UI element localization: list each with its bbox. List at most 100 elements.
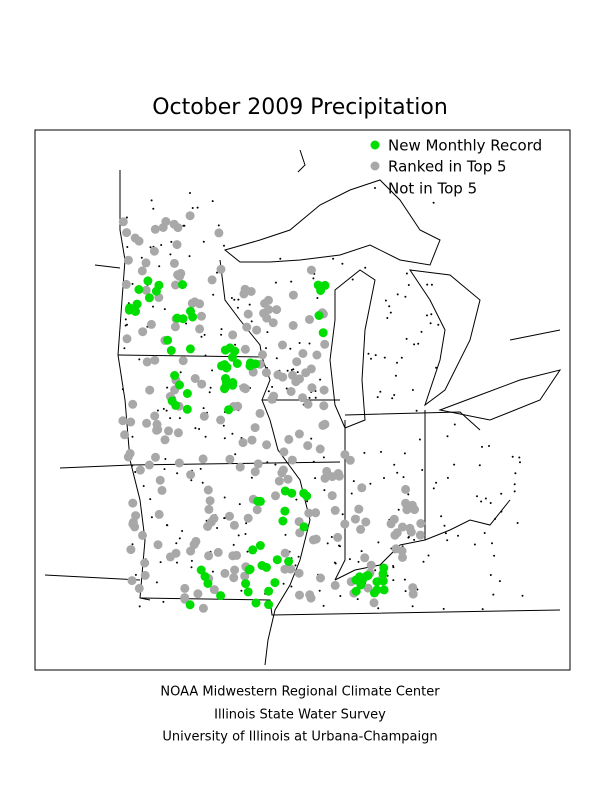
legend-label: New Monthly Record	[388, 137, 542, 155]
station-not-top5	[160, 244, 163, 246]
station-top5	[142, 418, 152, 428]
station-not-top5	[266, 331, 269, 334]
station-not-top5	[363, 451, 366, 454]
station-not-top5	[374, 354, 377, 357]
station-record	[248, 545, 258, 555]
station-not-top5	[422, 560, 425, 563]
station-not-top5	[351, 278, 354, 281]
ohio-river	[334, 499, 511, 581]
station-not-top5	[200, 335, 203, 338]
station-not-top5	[232, 543, 235, 546]
lake-huron	[408, 269, 481, 407]
station-top5	[225, 511, 234, 521]
station-not-top5	[364, 266, 367, 269]
station-not-top5	[389, 311, 392, 314]
station-top5	[357, 483, 367, 493]
station-not-top5	[481, 445, 483, 448]
station-top5	[311, 534, 321, 544]
station-top5	[151, 452, 160, 462]
station-top5	[130, 522, 140, 532]
station-record	[253, 496, 263, 506]
station-not-top5	[126, 246, 129, 248]
station-top5	[278, 372, 288, 382]
station-not-top5	[231, 432, 234, 435]
station-record	[151, 286, 161, 296]
station-top5	[153, 540, 163, 550]
station-top5	[146, 319, 156, 329]
station-not-top5	[383, 356, 386, 359]
station-not-top5	[339, 545, 341, 548]
station-not-top5	[290, 585, 293, 588]
station-not-top5	[124, 318, 127, 321]
station-not-top5	[430, 283, 433, 286]
station-not-top5	[415, 409, 418, 412]
station-not-top5	[125, 216, 128, 219]
station-not-top5	[310, 437, 313, 440]
station-not-top5	[432, 201, 435, 204]
station-not-top5	[271, 385, 274, 388]
station-not-top5	[204, 354, 207, 357]
station-top5	[246, 287, 256, 296]
station-record	[299, 522, 309, 532]
station-not-top5	[216, 527, 219, 529]
station-top5	[238, 438, 248, 448]
station-top5	[333, 532, 343, 542]
lake-michigan	[329, 269, 376, 429]
station-record	[232, 359, 242, 368]
station-top5	[225, 454, 235, 464]
station-not-top5	[430, 313, 433, 316]
station-not-top5	[369, 482, 372, 485]
station-not-top5	[402, 476, 405, 479]
station-record	[131, 307, 140, 316]
legend: New Monthly Record Ranked in Top 5 Not i…	[370, 137, 542, 198]
station-not-top5	[383, 477, 385, 479]
station-not-top5	[166, 386, 169, 389]
station-not-top5	[138, 358, 141, 361]
station-top5	[264, 295, 273, 305]
station-record	[320, 280, 330, 290]
station-not-top5	[245, 522, 248, 525]
station-record	[313, 280, 323, 290]
station-not-top5	[179, 371, 182, 374]
station-not-top5	[330, 536, 333, 538]
station-not-top5	[250, 476, 253, 479]
station-not-top5	[435, 481, 438, 484]
station-top5	[295, 374, 304, 384]
station-top5	[128, 498, 138, 508]
station-not-top5	[165, 409, 168, 412]
footer-line: Illinois State Water Survey	[214, 708, 386, 723]
station-not-top5	[237, 534, 240, 537]
station-top5	[137, 266, 147, 276]
station-not-top5	[138, 605, 141, 608]
station-not-top5	[481, 608, 484, 611]
station-not-top5	[234, 453, 237, 456]
station-not-top5	[405, 337, 408, 340]
station-top5	[274, 476, 284, 486]
station-not-top5	[190, 559, 193, 562]
station-top5	[268, 318, 278, 328]
station-not-top5	[404, 590, 407, 593]
station-not-top5	[421, 469, 424, 471]
station-not-top5	[352, 480, 355, 483]
station-not-top5	[248, 303, 251, 306]
station-record	[245, 358, 255, 368]
lake-superior	[223, 179, 441, 266]
station-dots	[118, 192, 524, 613]
station-top5	[255, 408, 265, 418]
station-not-top5	[202, 407, 205, 410]
station-not-top5	[164, 458, 167, 460]
station-not-top5	[274, 463, 277, 466]
station-top5	[366, 560, 376, 570]
station-top5	[134, 583, 144, 593]
station-not-top5	[131, 435, 134, 438]
station-top5	[178, 356, 188, 366]
station-record	[220, 360, 229, 370]
station-record	[220, 384, 229, 394]
station-top5	[319, 385, 329, 395]
station-not-top5	[156, 409, 159, 412]
station-top5	[280, 564, 290, 574]
station-not-top5	[418, 438, 421, 441]
station-not-top5	[162, 600, 165, 603]
station-not-top5	[308, 396, 311, 399]
station-record	[257, 561, 267, 570]
